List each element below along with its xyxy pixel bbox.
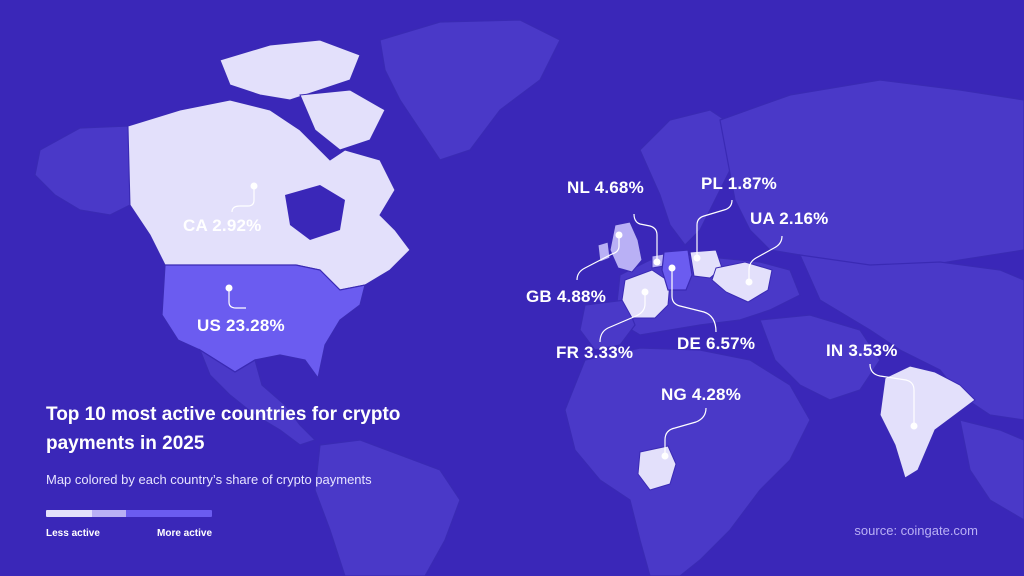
country-de [661, 249, 693, 291]
map-subtitle: Map colored by each country’s share of c… [46, 472, 372, 487]
label-pl: PL 1.87% [701, 174, 777, 193]
pin-ua [745, 278, 753, 286]
leader-de [671, 268, 717, 333]
land-mexico [198, 348, 317, 446]
country-in [879, 365, 976, 479]
leader-pl [696, 199, 733, 258]
pin-fr [641, 288, 649, 296]
pin-us [225, 284, 233, 292]
land-alaska [34, 125, 131, 216]
land-arctic-islands [219, 39, 361, 101]
pin-gb [615, 231, 623, 239]
label-in: IN 3.53% [826, 341, 898, 360]
land-southeast-asia [959, 419, 1024, 521]
land-middle-east [759, 314, 881, 401]
pin-pl [693, 254, 701, 262]
label-us: US 23.28% [197, 316, 285, 335]
leader-in [869, 363, 915, 426]
land-usa [161, 264, 366, 380]
legend-swatch-high [126, 510, 212, 517]
leader-fr [599, 292, 646, 343]
legend-high-label: More active [157, 528, 213, 539]
map-title: Top 10 most active countries for crypto … [46, 404, 401, 454]
label-gb: GB 4.88% [526, 287, 607, 306]
leader-ua [748, 235, 783, 282]
label-de: DE 6.57% [677, 334, 756, 353]
land-baffin [299, 89, 386, 151]
label-ca: CA 2.92% [183, 216, 262, 235]
land-scandinavia [639, 109, 741, 246]
leader-us [228, 288, 246, 309]
pin-de [668, 264, 676, 272]
legend-low-label: Less active [46, 528, 100, 539]
leader-ng [664, 407, 707, 456]
leader-gb [576, 235, 620, 281]
legend-swatch-low [46, 510, 92, 517]
country-ie [597, 241, 611, 263]
label-fr: FR 3.33% [556, 343, 634, 362]
land-africa [564, 347, 811, 576]
label-ng: NG 4.28% [661, 385, 742, 404]
hudson-bay [285, 185, 345, 240]
legend-gradient-bar [46, 510, 212, 517]
legend-swatch-mid [92, 510, 126, 517]
land-greenland [379, 19, 561, 161]
pin-in [910, 422, 918, 430]
land-south-america [314, 439, 461, 576]
source-credit: source: coingate.com [854, 523, 978, 538]
pin-ca [250, 182, 258, 190]
label-ua: UA 2.16% [750, 209, 829, 228]
label-nl: NL 4.68% [567, 178, 644, 197]
country-ua [711, 261, 773, 303]
leader-ca [231, 186, 255, 213]
pin-nl [653, 258, 661, 266]
pin-ng [661, 452, 669, 460]
land-asia [799, 254, 1024, 421]
leader-nl [633, 213, 658, 262]
